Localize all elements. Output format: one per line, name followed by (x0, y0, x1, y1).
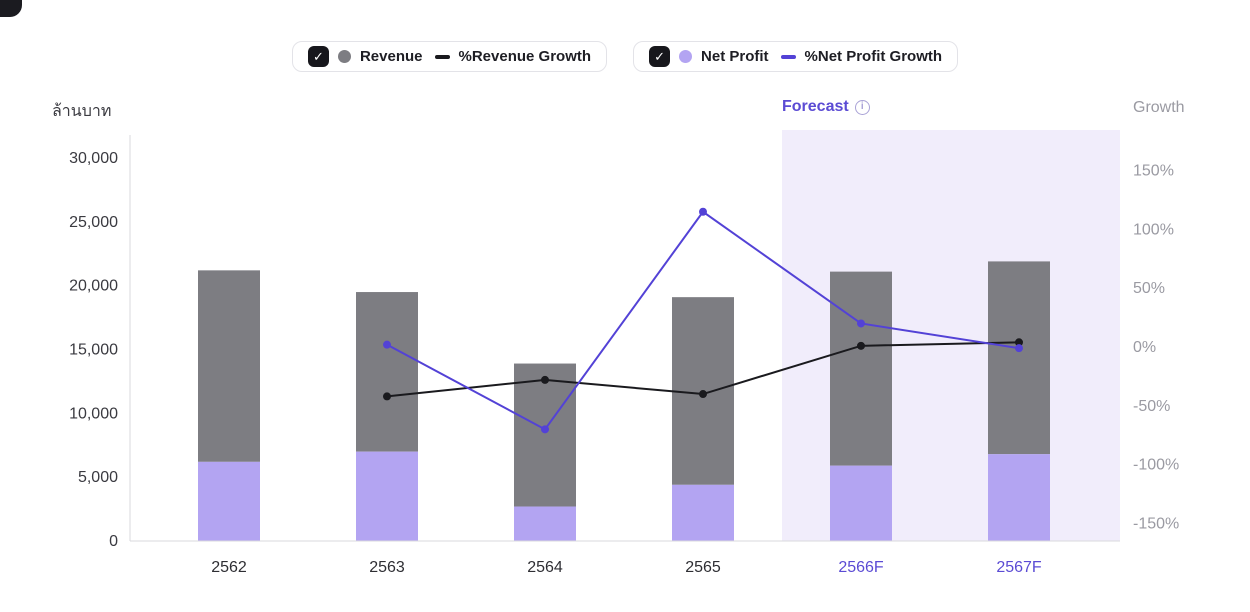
legend-toggle-net-profit[interactable]: ✓ Net Profit %Net Profit Growth (633, 41, 959, 72)
net-profit-growth-point[interactable] (383, 340, 391, 349)
x-tick-label: 2563 (369, 559, 405, 576)
revenue-bar[interactable] (514, 363, 576, 507)
checkbox-checked-icon[interactable]: ✓ (649, 46, 671, 67)
net-profit-growth-point[interactable] (541, 425, 549, 434)
y-left-tick-label: 10,000 (69, 405, 118, 422)
legend-bar: ✓ Revenue %Revenue Growth ✓ Net Profit %… (0, 41, 1250, 72)
right-axis-title: Growth (1133, 99, 1185, 116)
net-profit-bar[interactable] (514, 506, 576, 541)
legend-label-net-profit-growth: %Net Profit Growth (804, 48, 943, 65)
info-icon[interactable]: i (854, 99, 870, 115)
left-axis-title: ล้านบาท (52, 103, 112, 120)
revenue-growth-line-icon (434, 54, 450, 59)
revenue-bar[interactable] (988, 261, 1050, 455)
y-left-tick-label: 0 (109, 533, 118, 550)
x-tick-label: 2567F (996, 559, 1042, 576)
check-icon: ✓ (313, 48, 324, 64)
net-profit-growth-point[interactable] (857, 319, 865, 328)
y-left-tick-label: 15,000 (69, 342, 118, 359)
y-right-tick-label: 100% (1133, 221, 1174, 238)
y-right-tick-label: -150% (1133, 515, 1179, 532)
x-tick-label: 2564 (527, 559, 563, 576)
legend-label-net-profit: Net Profit (701, 48, 769, 65)
net-profit-bar[interactable] (356, 451, 418, 541)
x-tick-label: 2562 (211, 559, 247, 576)
forecast-label-text: Forecast (782, 98, 849, 115)
corner-decoration (0, 0, 22, 17)
revenue-growth-point[interactable] (383, 392, 391, 401)
y-right-tick-label: 150% (1133, 163, 1174, 180)
net-profit-growth-point[interactable] (699, 207, 707, 216)
x-tick-label: 2565 (685, 559, 721, 576)
check-icon: ✓ (654, 48, 665, 64)
legend-label-revenue: Revenue (359, 48, 423, 65)
y-left-tick-label: 30,000 (69, 150, 118, 167)
revenue-growth-point[interactable] (699, 390, 707, 399)
net-profit-bar[interactable] (830, 465, 892, 541)
legend-label-revenue-growth: %Revenue Growth (458, 48, 592, 65)
net-profit-growth-line-icon (780, 54, 796, 59)
revenue-growth-point[interactable] (541, 375, 549, 384)
legend-toggle-revenue[interactable]: ✓ Revenue %Revenue Growth (291, 41, 608, 72)
net-profit-bar[interactable] (198, 461, 260, 541)
revenue-bar[interactable] (830, 271, 892, 466)
net-profit-bar[interactable] (672, 484, 734, 541)
y-right-tick-label: 50% (1133, 280, 1165, 297)
revenue-marker-icon (337, 50, 351, 63)
forecast-label: Forecast i (782, 98, 870, 116)
revenue-bar[interactable] (356, 292, 418, 452)
y-left-tick-label: 20,000 (69, 278, 118, 295)
y-left-tick-label: 25,000 (69, 214, 118, 231)
y-left-tick-label: 5,000 (78, 469, 118, 486)
revenue-growth-point[interactable] (1015, 338, 1023, 347)
revenue-growth-point[interactable] (857, 341, 865, 350)
revenue-bar[interactable] (198, 270, 260, 462)
net-profit-marker-icon (679, 50, 693, 63)
y-right-tick-label: 0% (1133, 339, 1156, 356)
y-right-tick-label: -50% (1133, 398, 1170, 415)
net-profit-bar[interactable] (988, 454, 1050, 541)
x-tick-label: 2566F (838, 559, 884, 576)
y-right-tick-label: -100% (1133, 457, 1179, 474)
net-profit-growth-point[interactable] (1015, 344, 1023, 353)
checkbox-checked-icon[interactable]: ✓ (307, 46, 329, 67)
